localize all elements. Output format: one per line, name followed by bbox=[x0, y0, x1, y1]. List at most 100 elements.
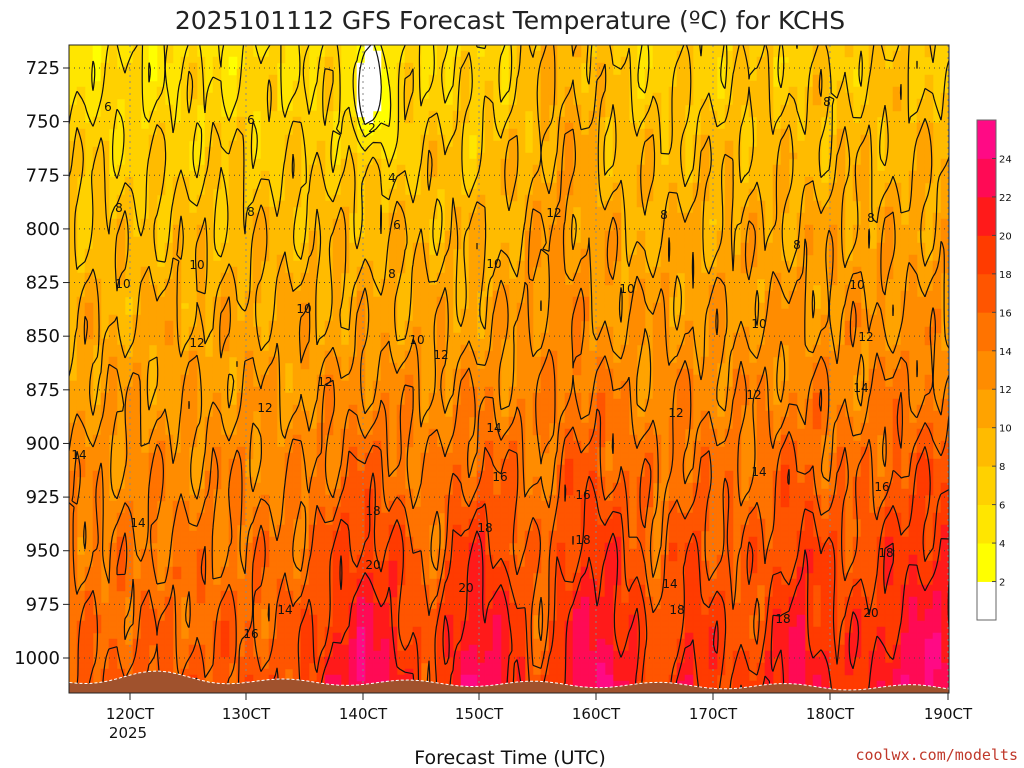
isotherm-label: 8 bbox=[247, 205, 255, 219]
isotherm-labels: 2 4 6 6 6 8 8 8 8 8 8 8 10 10 10 10 10 10 10 10 12 12 12 12 12 12… bbox=[71, 95, 893, 641]
isotherm-label: 18 bbox=[365, 504, 380, 518]
colorbar-swatch bbox=[977, 235, 996, 275]
isotherm-8 bbox=[69, 45, 949, 270]
isotherm-12 bbox=[69, 128, 949, 550]
isotherm-label: 8 bbox=[867, 211, 875, 225]
x-tick-label: 170CT bbox=[689, 705, 738, 723]
y-tick-label: 725 bbox=[26, 58, 60, 79]
isotherm-label: 18 bbox=[669, 603, 684, 617]
isotherm-lines bbox=[69, 45, 949, 693]
x-tick-label: 180CT bbox=[806, 705, 855, 723]
colorbar-swatch bbox=[977, 312, 996, 352]
colorbar-swatch bbox=[977, 120, 996, 159]
isotherm-label: 14 bbox=[130, 516, 145, 530]
isotherm-label: 16 bbox=[492, 470, 507, 484]
isotherm-label: 18 bbox=[575, 533, 590, 547]
isotherm-2 bbox=[358, 45, 382, 126]
isotherm-label: 14 bbox=[853, 381, 868, 395]
x-tick-label: 130CT bbox=[222, 705, 271, 723]
colorbar-swatch bbox=[977, 543, 996, 582]
isotherm-label: 8 bbox=[823, 95, 831, 109]
x-tick-label: 140CT bbox=[339, 705, 388, 723]
isotherm-label: 20 bbox=[863, 606, 878, 620]
colorbar-frame bbox=[976, 119, 997, 621]
chart-title: 2025101112 GFS Forecast Temperature (ºC)… bbox=[175, 6, 845, 35]
isotherm-label: 20 bbox=[458, 581, 473, 595]
isotherm-label: 12 bbox=[317, 375, 332, 389]
isotherm-4 bbox=[91, 45, 392, 138]
colorbar-label: 8 bbox=[999, 462, 1005, 473]
plot-area bbox=[69, 45, 949, 693]
isotherm-label: 16 bbox=[575, 488, 590, 502]
isotherm-label: 8 bbox=[660, 208, 668, 222]
colorbar-swatch bbox=[977, 427, 996, 467]
isotherm-label: 12 bbox=[668, 406, 683, 420]
colorbar-label: 18 bbox=[999, 270, 1012, 281]
isotherm-label: 12 bbox=[433, 348, 448, 362]
isotherm-label: 12 bbox=[746, 388, 761, 402]
isotherm-18 bbox=[107, 446, 949, 693]
x-tick-label: 190CT bbox=[924, 705, 973, 723]
isotherm-label: 12 bbox=[257, 401, 272, 415]
colorbar-swatch bbox=[977, 389, 996, 429]
x-tick-label: 120CT bbox=[106, 705, 155, 723]
isotherm-label: 8 bbox=[388, 267, 396, 281]
isotherm-label: 18 bbox=[775, 612, 790, 626]
isotherm-label: 20 bbox=[365, 558, 380, 572]
y-tick-label: 950 bbox=[26, 541, 60, 562]
colorbar-label: 10 bbox=[999, 424, 1012, 435]
y-tick-label: 1000 bbox=[14, 648, 60, 669]
isotherm-label: 12 bbox=[858, 330, 873, 344]
isotherm-label: 10 bbox=[189, 258, 204, 272]
colorbar-label: 16 bbox=[999, 308, 1012, 319]
x-tick-label: 160CT bbox=[572, 705, 621, 723]
colorbar-swatch bbox=[977, 196, 996, 236]
colorbar-swatch bbox=[977, 581, 996, 621]
isotherm-14 bbox=[69, 287, 949, 641]
isotherm-label: 14 bbox=[662, 577, 677, 591]
colorbar-swatch bbox=[977, 466, 996, 506]
isotherm-20 bbox=[319, 530, 949, 693]
isotherm-label: 10 bbox=[751, 317, 766, 331]
isotherm-label: 10 bbox=[619, 282, 634, 296]
y-tick-label: 875 bbox=[26, 380, 60, 401]
plot-frame bbox=[68, 44, 950, 694]
isotherm-label: 18 bbox=[477, 521, 492, 535]
colorbar-swatch bbox=[977, 158, 996, 198]
isotherm-16 bbox=[74, 388, 949, 693]
credit-link[interactable]: coolwx.com/modelts bbox=[855, 746, 1018, 764]
isotherm-6 bbox=[69, 45, 918, 179]
colorbar-swatch bbox=[977, 273, 996, 313]
y-axis: 725 750 775 800 825 850 875 900 925 950 975 1000 bbox=[14, 58, 69, 669]
isotherm-10 bbox=[69, 45, 949, 416]
isotherm-label: 16 bbox=[874, 480, 889, 494]
colorbar-swatch bbox=[977, 350, 996, 390]
x-tick-year: 2025 bbox=[109, 724, 147, 742]
colorbar-label: 4 bbox=[999, 539, 1005, 550]
terrain-surface bbox=[69, 670, 949, 693]
x-axis-label: Forecast Time (UTC) bbox=[414, 747, 605, 768]
isotherm-label: 2 bbox=[368, 121, 376, 135]
isotherm-label: 6 bbox=[393, 218, 401, 232]
isotherm-label: 10 bbox=[115, 277, 130, 291]
y-tick-label: 800 bbox=[26, 219, 60, 240]
y-tick-label: 925 bbox=[26, 487, 60, 508]
isotherm-label: 10 bbox=[849, 278, 864, 292]
colorbar-label: 12 bbox=[999, 385, 1012, 396]
isotherm-label: 4 bbox=[388, 171, 396, 185]
isotherm-label: 14 bbox=[71, 448, 86, 462]
isotherm-label: 6 bbox=[247, 113, 255, 127]
y-tick-label: 750 bbox=[26, 112, 60, 133]
isotherm-label: 10 bbox=[296, 302, 311, 316]
colorbar-label: 2 bbox=[999, 578, 1005, 589]
isotherm-label: 14 bbox=[277, 603, 292, 617]
isotherm-label: 14 bbox=[751, 465, 766, 479]
y-tick-label: 775 bbox=[26, 165, 60, 186]
isotherm-label: 8 bbox=[793, 238, 801, 252]
colorbar-label: 22 bbox=[999, 193, 1012, 204]
isotherm-label: 14 bbox=[486, 421, 501, 435]
y-tick-label: 975 bbox=[26, 594, 60, 615]
isotherm-label: 12 bbox=[189, 336, 204, 350]
